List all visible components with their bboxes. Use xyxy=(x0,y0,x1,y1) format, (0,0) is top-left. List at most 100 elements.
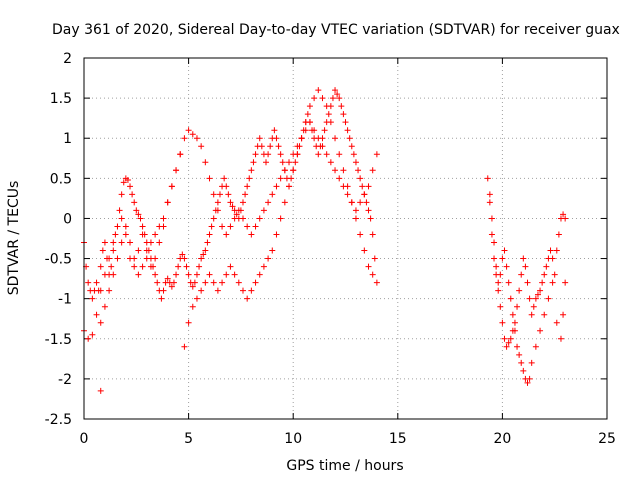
y-tick-label: 0.5 xyxy=(50,171,72,187)
data-point xyxy=(549,279,556,286)
data-point xyxy=(518,359,525,366)
data-point xyxy=(244,223,251,230)
data-point xyxy=(286,159,293,166)
data-point xyxy=(562,279,569,286)
data-point xyxy=(359,183,366,190)
data-point xyxy=(97,263,104,270)
data-point xyxy=(288,175,295,182)
data-point xyxy=(365,207,372,214)
data-point xyxy=(323,103,330,110)
data-point xyxy=(196,263,203,270)
data-point xyxy=(173,271,180,278)
data-point xyxy=(124,176,131,183)
data-point xyxy=(108,263,115,270)
data-point xyxy=(221,175,228,182)
data-point xyxy=(507,335,514,342)
data-point xyxy=(147,239,154,246)
data-point xyxy=(191,279,198,286)
data-point xyxy=(355,167,362,174)
data-point xyxy=(528,359,535,366)
y-tick-label: 1 xyxy=(63,131,72,147)
data-point xyxy=(497,303,504,310)
data-point xyxy=(99,247,106,254)
data-point xyxy=(350,151,357,158)
data-point xyxy=(267,143,274,150)
data-point xyxy=(306,103,313,110)
data-point xyxy=(239,287,246,294)
data-point xyxy=(327,159,334,166)
data-point xyxy=(503,263,510,270)
data-point xyxy=(200,251,207,258)
data-point xyxy=(216,191,223,198)
data-point xyxy=(315,87,322,94)
data-point xyxy=(206,271,213,278)
data-point xyxy=(219,223,226,230)
data-point xyxy=(336,95,343,102)
data-point xyxy=(248,167,255,174)
axis-ticks: 0 5 10 15 20 25 -2.5 -2 -1.5 -1 -0.5 0 0.5 1 1.5 2 xyxy=(45,51,616,447)
data-point xyxy=(133,207,140,214)
data-point xyxy=(118,239,125,246)
data-point xyxy=(250,159,257,166)
data-point xyxy=(342,119,349,126)
data-point xyxy=(210,191,217,198)
data-point xyxy=(118,215,125,222)
data-point xyxy=(486,191,493,198)
data-point xyxy=(227,223,234,230)
data-point xyxy=(239,199,246,206)
data-point xyxy=(560,311,567,318)
data-point xyxy=(122,223,129,230)
data-point xyxy=(131,255,138,262)
data-point xyxy=(514,303,521,310)
data-point xyxy=(85,335,92,342)
y-tick-label: 0 xyxy=(63,211,72,227)
chart-title: Day 361 of 2020, Sidereal Day-to-day VTE… xyxy=(52,22,620,38)
data-point xyxy=(344,127,351,134)
data-point xyxy=(101,239,108,246)
data-point xyxy=(273,231,280,238)
data-point xyxy=(557,335,564,342)
data-point xyxy=(185,127,192,134)
y-axis-label: SDTVAR / TECUs xyxy=(6,181,22,296)
data-point xyxy=(555,231,562,238)
data-point xyxy=(185,271,192,278)
data-point xyxy=(112,231,119,238)
data-point xyxy=(549,255,556,262)
data-point xyxy=(189,131,196,138)
data-point xyxy=(311,127,318,134)
data-point xyxy=(338,103,345,110)
data-point xyxy=(269,247,276,254)
x-tick-label: 10 xyxy=(284,431,302,447)
data-point xyxy=(315,151,322,158)
data-point xyxy=(281,167,288,174)
data-point xyxy=(168,183,175,190)
data-point xyxy=(198,287,205,294)
data-point xyxy=(198,255,205,262)
data-point xyxy=(516,287,523,294)
data-point xyxy=(110,271,117,278)
data-point xyxy=(302,127,309,134)
data-point xyxy=(495,279,502,286)
data-point xyxy=(97,387,104,394)
data-point xyxy=(491,239,498,246)
data-point xyxy=(290,167,297,174)
data-point xyxy=(532,343,539,350)
data-point xyxy=(541,271,548,278)
data-point xyxy=(120,179,127,186)
data-point xyxy=(248,287,255,294)
data-point xyxy=(499,319,506,326)
data-point xyxy=(369,167,376,174)
data-point xyxy=(361,247,368,254)
data-point xyxy=(369,271,376,278)
data-point xyxy=(484,175,491,182)
data-point xyxy=(106,287,113,294)
data-point xyxy=(256,135,263,142)
data-point xyxy=(537,327,544,334)
data-point xyxy=(361,191,368,198)
data-point xyxy=(164,275,171,282)
data-point xyxy=(164,199,171,206)
data-point xyxy=(279,159,286,166)
data-point xyxy=(158,295,165,302)
data-point xyxy=(143,255,150,262)
data-point xyxy=(233,211,240,218)
